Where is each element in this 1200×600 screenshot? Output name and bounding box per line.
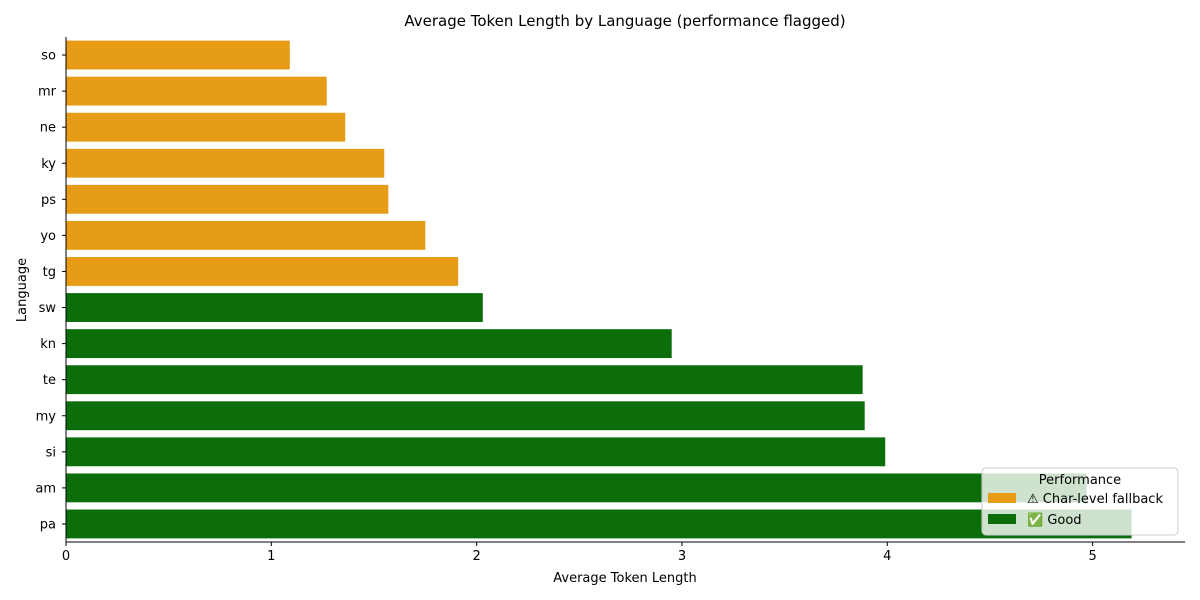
y-axis-ticks: so mr ne ky ps yo tg sw kn te my si am pa	[35, 49, 66, 532]
bar-am	[66, 473, 1087, 503]
bar-kn	[66, 329, 672, 359]
bar-ps	[66, 184, 389, 214]
x-tick-label-3: 3	[678, 549, 686, 564]
y-tick-label-pa: pa	[40, 517, 56, 532]
bar-yo	[66, 220, 426, 250]
y-tick-label-kn: kn	[40, 337, 56, 352]
chart-title: Average Token Length by Language (perfor…	[404, 12, 845, 30]
y-tick-label-mr: mr	[38, 85, 57, 100]
bar-pa	[66, 509, 1132, 539]
legend-box	[981, 467, 1179, 536]
y-tick-label-my: my	[36, 409, 57, 424]
legend: Performance ⚠ Char-level fallback ✅ Good	[981, 467, 1179, 536]
bar-ne	[66, 112, 346, 142]
y-tick-label-ps: ps	[41, 193, 56, 208]
bar-si	[66, 437, 886, 467]
y-tick-label-yo: yo	[40, 229, 56, 244]
y-tick-label-am: am	[35, 481, 56, 496]
y-tick-label-ne: ne	[40, 121, 56, 136]
bar-so	[66, 40, 290, 70]
y-tick-label-sw: sw	[39, 301, 57, 316]
x-tick-label-5: 5	[1088, 549, 1096, 564]
bar-sw	[66, 293, 483, 322]
bar-mr	[66, 76, 327, 106]
bar-tg	[66, 257, 459, 286]
bars-group	[66, 40, 1132, 539]
legend-title: Performance	[1039, 473, 1121, 488]
y-tick-label-ky: ky	[41, 157, 56, 172]
y-tick-label-tg: tg	[43, 265, 56, 280]
y-tick-label-si: si	[46, 445, 56, 460]
x-axis-ticks: 0 1 2 3 4 5	[62, 542, 1097, 564]
y-tick-label-so: so	[41, 49, 56, 64]
bar-ky	[66, 148, 385, 178]
legend-label-good: ✅ Good	[1027, 512, 1082, 528]
y-axis-title: Language	[15, 258, 30, 322]
x-tick-label-0: 0	[62, 549, 70, 564]
x-tick-label-4: 4	[883, 549, 891, 564]
x-tick-label-1: 1	[267, 549, 275, 564]
bar-my	[66, 401, 865, 431]
legend-label-fallback: ⚠ Char-level fallback	[1027, 492, 1163, 507]
y-tick-label-te: te	[43, 373, 56, 388]
bar-te	[66, 365, 863, 395]
x-tick-label-2: 2	[473, 549, 481, 564]
x-axis-title: Average Token Length	[553, 571, 696, 586]
legend-swatch-fallback	[988, 493, 1016, 503]
legend-swatch-good	[988, 514, 1016, 524]
